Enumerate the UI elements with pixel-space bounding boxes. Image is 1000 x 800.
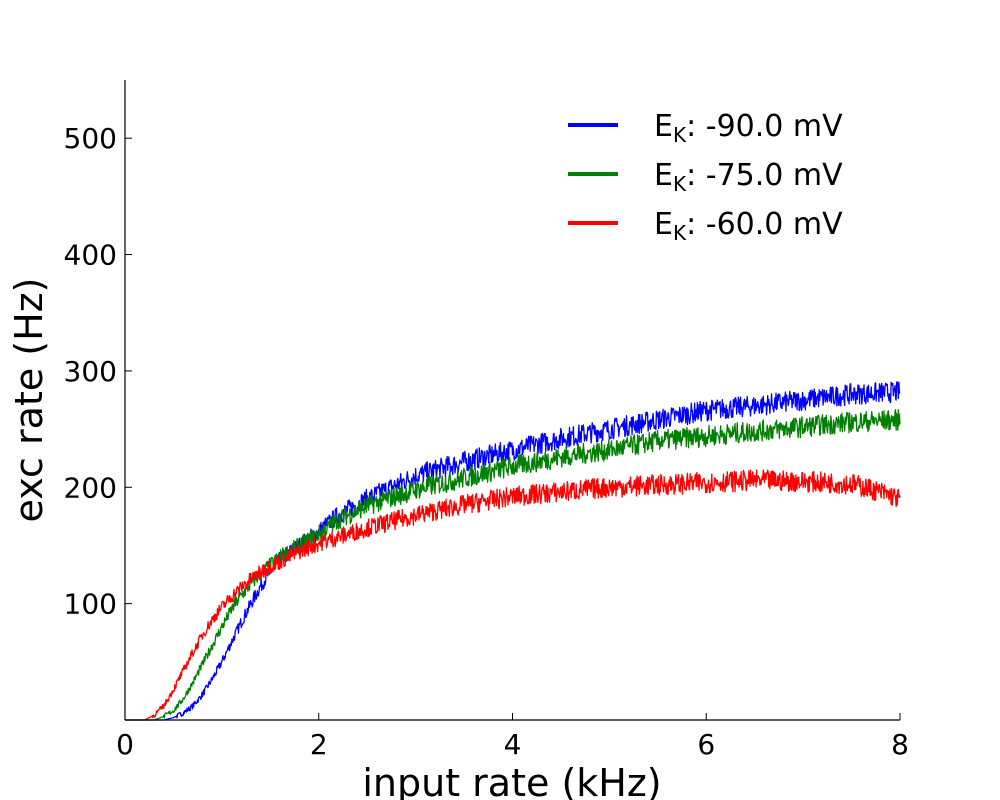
legend-label-main: E xyxy=(654,109,673,144)
series-layer xyxy=(124,381,901,721)
y-axis-title: exc rate (Hz) xyxy=(7,278,51,523)
y-tick-label: 200 xyxy=(64,471,117,504)
legend-label-3: EK: -60.0 mV xyxy=(654,207,843,245)
legend-label-1: EK: -90.0 mV xyxy=(654,109,843,147)
y-tick-label: 100 xyxy=(64,588,117,621)
series-line-3 xyxy=(124,469,901,721)
legend-label-rest: : -75.0 mV xyxy=(686,158,843,193)
legend-label-sub: K xyxy=(673,221,687,245)
legend-label-sub: K xyxy=(673,172,687,196)
series-line-2 xyxy=(124,409,901,721)
x-axis-title: input rate (kHz) xyxy=(362,761,661,800)
legend-label-main: E xyxy=(654,207,673,242)
y-tick-label: 400 xyxy=(64,239,117,272)
legend-label-sub: K xyxy=(673,123,687,147)
legend-label-main: E xyxy=(654,158,673,193)
y-tick-label: 300 xyxy=(64,355,117,388)
y-ticks: 100 200 300 400 500 xyxy=(64,122,132,621)
x-ticks: 0 2 4 6 8 xyxy=(116,713,909,761)
y-tick-label: 500 xyxy=(64,122,117,155)
series-line-1 xyxy=(124,381,901,721)
x-tick-label: 0 xyxy=(116,728,134,761)
x-tick-label: 2 xyxy=(310,728,328,761)
x-tick-label: 4 xyxy=(504,728,522,761)
legend-label-2: EK: -75.0 mV xyxy=(654,158,843,196)
legend-label-rest: : -90.0 mV xyxy=(686,109,843,144)
legend-label-rest: : -60.0 mV xyxy=(686,207,843,242)
x-tick-label: 6 xyxy=(697,728,715,761)
x-tick-label: 8 xyxy=(891,728,909,761)
